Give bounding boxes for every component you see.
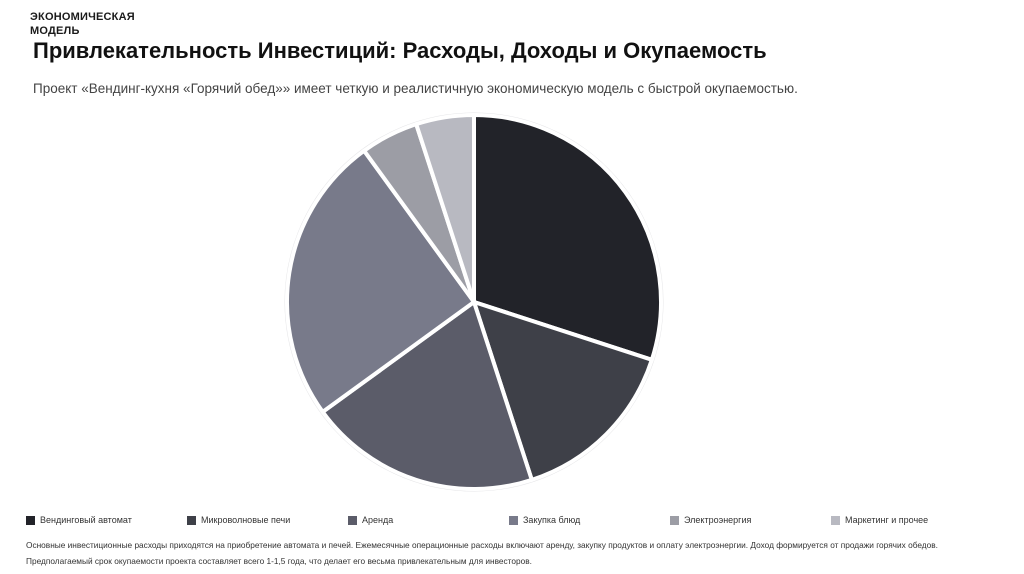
legend-item: Аренда <box>348 515 393 525</box>
section-label: ЭКОНОМИЧЕСКАЯ МОДЕЛЬ <box>30 11 135 37</box>
pie-slice-3 <box>320 300 534 491</box>
legend-item: Микроволновые печи <box>187 515 290 525</box>
page-title: Привлекательность Инвестиций: Расходы, Д… <box>33 38 767 63</box>
legend-swatch <box>509 515 518 525</box>
legend-swatch <box>831 515 840 525</box>
legend-swatch <box>187 515 196 525</box>
pie-slice-1 <box>472 113 663 362</box>
legend-label: Вендинговый автомат <box>40 515 132 525</box>
legend-label: Маркетинг и прочее <box>845 515 929 525</box>
legend-swatch <box>26 515 35 525</box>
legend-swatch <box>670 515 679 525</box>
legend-item: Вендинговый автомат <box>26 515 132 525</box>
page-subtitle: Проект «Вендинг-кухня «Горячий обед»» им… <box>33 81 798 96</box>
legend-label: Электроэнергия <box>684 515 752 525</box>
legend-label: Закупка блюд <box>523 515 581 525</box>
legend-item: Маркетинг и прочее <box>831 515 928 525</box>
legend-item: Закупка блюд <box>509 515 580 525</box>
legend-swatch <box>348 515 357 525</box>
pie-slice-6 <box>414 113 476 304</box>
footer-text: Основные инвестиционные расходы приходят… <box>26 540 938 566</box>
legend-label: Аренда <box>362 515 394 525</box>
pie-chart <box>284 112 664 492</box>
legend-item: Электроэнергия <box>670 515 751 525</box>
chart-legend: Вендинговый автомат Микроволновые печи Аре… <box>26 515 1006 529</box>
pie-slice-4 <box>285 148 476 414</box>
legend-label: Микроволновые печи <box>201 515 291 525</box>
